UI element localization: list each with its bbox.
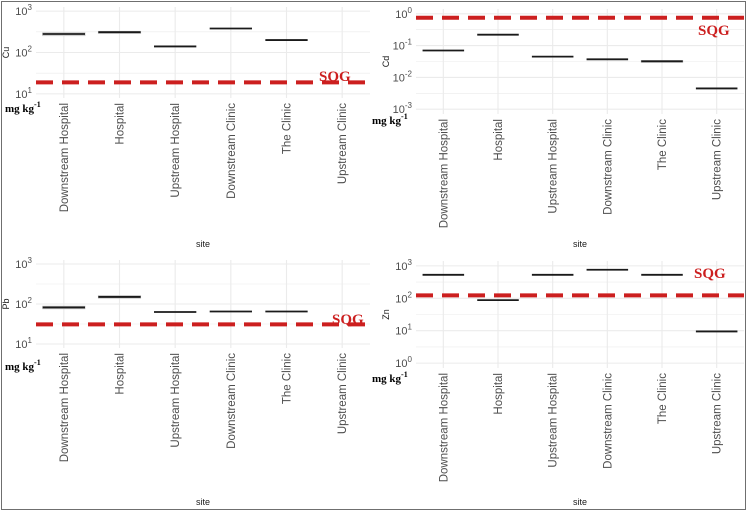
x-tick-label-downstream-clinic: Downstream Clinic bbox=[602, 119, 614, 215]
x-axis-title: site bbox=[573, 497, 587, 507]
y-tick-label: 101 bbox=[15, 336, 32, 351]
y-tick-label: 103 bbox=[15, 256, 32, 271]
panel-zn: 100 101 102 103 Zn SQG mg kg-1 Downstream Hospi… bbox=[372, 256, 746, 510]
cu-chart: 101 102 103 Cu SQG mg kg-1 Downstream Hospital… bbox=[1, 3, 370, 249]
y-tick-label: 102 bbox=[15, 45, 32, 60]
x-axis-title: site bbox=[196, 497, 210, 507]
x-tick-label-upstream-clinic: Upstream Clinic bbox=[712, 119, 724, 200]
x-tick-label-downstream-clinic: Downstream Clinic bbox=[226, 353, 238, 449]
y-axis-title: Cu bbox=[2, 47, 11, 59]
pb-chart: 101 102 103 Pb SQG mg kg-1 Downstream Hospital… bbox=[1, 256, 370, 507]
x-tick-label-upstream-hospital: Upstream Hospital bbox=[170, 103, 182, 198]
y-tick-label: 103 bbox=[15, 3, 32, 18]
x-tick-label-hospital: Hospital bbox=[115, 353, 127, 395]
x-tick-label-downstream-clinic: Downstream Clinic bbox=[226, 103, 238, 199]
x-tick-label-downstream-clinic: Downstream Clinic bbox=[602, 373, 614, 469]
y-tick-label: 100 bbox=[395, 355, 412, 370]
sqg-label: SQG bbox=[332, 312, 364, 328]
units-label: mg kg-1 bbox=[372, 112, 408, 127]
grid bbox=[416, 9, 744, 114]
grid bbox=[36, 260, 370, 348]
units-label: mg kg-1 bbox=[372, 370, 408, 385]
panel-cd: 10-3 10-2 10-1 100 Cd SQG mg kg-1 Downstream Ho… bbox=[372, 2, 746, 252]
sqg-label: SQG bbox=[694, 266, 726, 282]
cd-chart: 10-3 10-2 10-1 100 Cd SQG mg kg-1 Downstream Ho… bbox=[372, 6, 744, 249]
zn-chart: 100 101 102 103 Zn SQG mg kg-1 Downstream Hospi… bbox=[372, 258, 744, 507]
x-tick-label-upstream-hospital: Upstream Hospital bbox=[548, 119, 560, 214]
x-tick-label-the-clinic: The Clinic bbox=[282, 103, 294, 154]
x-tick-label-hospital: Hospital bbox=[115, 103, 127, 145]
sqg-label: SQG bbox=[698, 23, 730, 39]
x-tick-label-hospital: Hospital bbox=[493, 119, 505, 161]
x-tick-label-downstream-hospital: Downstream Hospital bbox=[438, 119, 450, 228]
y-axis-title: Cd bbox=[381, 56, 391, 68]
y-tick-label: 102 bbox=[395, 290, 412, 305]
x-tick-label-upstream-clinic: Upstream Clinic bbox=[712, 373, 724, 454]
x-tick-label-upstream-clinic: Upstream Clinic bbox=[337, 353, 349, 434]
x-tick-label-upstream-clinic: Upstream Clinic bbox=[337, 103, 349, 184]
y-tick-label: 101 bbox=[395, 323, 412, 338]
x-axis-title: site bbox=[573, 239, 587, 249]
y-tick-label: 101 bbox=[15, 86, 32, 101]
panel-pb: 101 102 103 Pb SQG mg kg-1 Downstream Hospital… bbox=[1, 256, 372, 510]
x-tick-label-the-clinic: The Clinic bbox=[657, 119, 669, 170]
x-tick-label-hospital: Hospital bbox=[493, 373, 505, 415]
y-tick-label: 10-1 bbox=[393, 38, 413, 53]
y-axis-title: Pb bbox=[2, 298, 11, 309]
y-tick-label: 102 bbox=[15, 296, 32, 311]
x-tick-label-downstream-hospital: Downstream Hospital bbox=[59, 353, 71, 462]
y-tick-label: 10-3 bbox=[393, 101, 413, 116]
sqg-label: SQG bbox=[319, 69, 351, 85]
x-tick-label-the-clinic: The Clinic bbox=[657, 373, 669, 424]
y-tick-label: 103 bbox=[395, 258, 412, 273]
x-tick-label-downstream-hospital: Downstream Hospital bbox=[438, 373, 450, 482]
grid bbox=[416, 261, 744, 368]
y-axis-title: Zn bbox=[381, 309, 391, 320]
units-label: mg kg-1 bbox=[5, 358, 41, 373]
panel-cu: 101 102 103 Cu SQG mg kg-1 Downstream Hospital… bbox=[1, 2, 372, 252]
y-tick-label: 100 bbox=[395, 6, 412, 21]
y-tick-label: 10-2 bbox=[393, 69, 413, 84]
x-tick-label-downstream-hospital: Downstream Hospital bbox=[59, 103, 71, 212]
x-tick-label-upstream-hospital: Upstream Hospital bbox=[548, 373, 560, 468]
units-label: mg kg-1 bbox=[5, 100, 41, 115]
x-tick-label-the-clinic: The Clinic bbox=[282, 353, 294, 404]
x-tick-label-upstream-hospital: Upstream Hospital bbox=[170, 353, 182, 448]
x-axis-title: site bbox=[196, 239, 210, 249]
